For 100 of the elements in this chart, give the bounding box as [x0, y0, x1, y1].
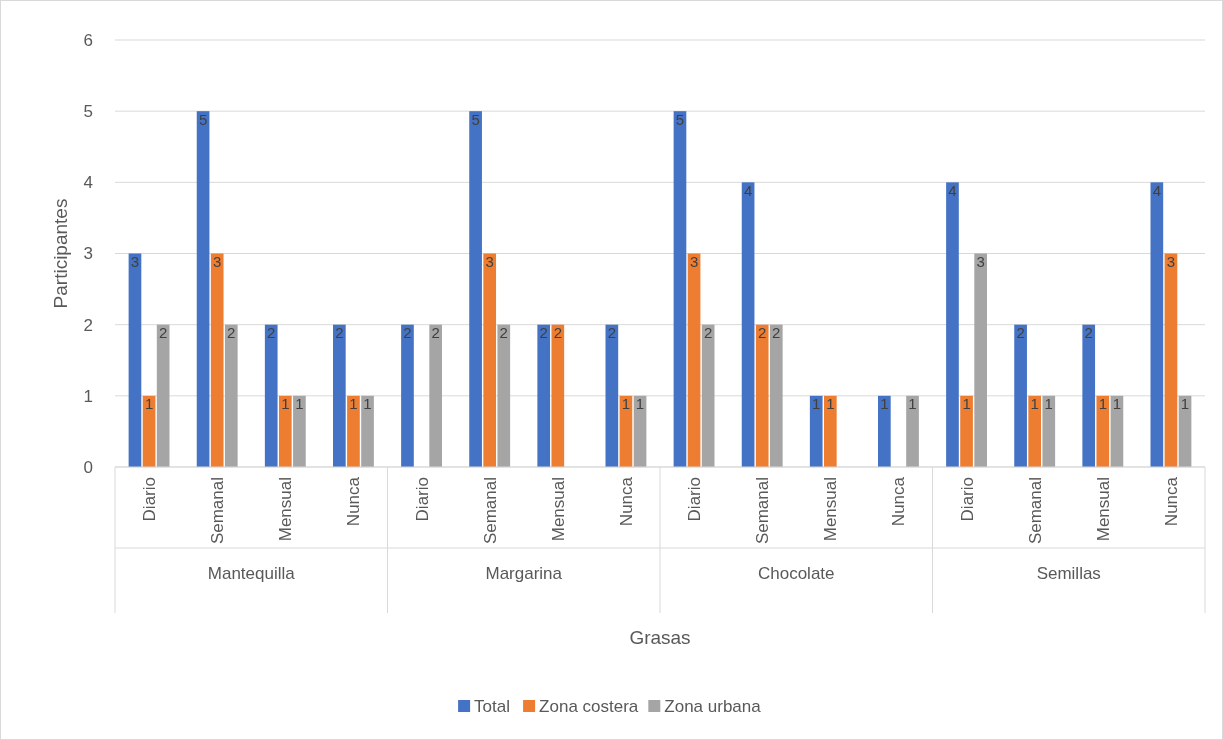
bar — [769, 324, 783, 467]
bar — [483, 253, 497, 467]
bar — [673, 111, 687, 467]
bar — [1014, 324, 1027, 467]
bar — [1150, 182, 1164, 467]
bar — [333, 324, 346, 467]
y-axis-title: Participantes — [49, 198, 71, 309]
bar — [1110, 395, 1124, 467]
data-label: 5 — [198, 110, 208, 128]
bar — [1042, 395, 1056, 467]
bar — [128, 253, 142, 467]
bar — [361, 395, 374, 467]
x-tick-label: Semanal — [753, 477, 773, 545]
data-label: 2 — [1016, 324, 1025, 342]
legend-label: Zona costera — [539, 696, 639, 716]
x-tick-label: Mensual — [1093, 477, 1113, 542]
bar — [741, 182, 755, 467]
data-label: 2 — [267, 324, 276, 342]
bar — [401, 324, 414, 467]
bar — [809, 395, 823, 467]
data-label: 1 — [1112, 395, 1122, 413]
data-label: 1 — [635, 395, 645, 413]
x-tick-label: Diario — [957, 477, 977, 522]
data-label: 2 — [539, 324, 548, 342]
bar — [156, 324, 170, 467]
data-label: 3 — [213, 253, 222, 271]
data-label: 3 — [689, 253, 699, 271]
bar — [293, 395, 306, 467]
data-label: 5 — [675, 110, 685, 128]
data-label: 2 — [553, 324, 562, 342]
bar — [196, 111, 210, 467]
data-label: 3 — [976, 253, 985, 271]
bar — [347, 395, 360, 467]
data-label: 4 — [743, 181, 753, 199]
data-label: 2 — [431, 324, 440, 342]
x-tick-label: Mensual — [276, 477, 296, 542]
y-tick-label: 5 — [83, 102, 93, 122]
bar — [1028, 395, 1042, 467]
bar — [878, 395, 891, 467]
legend-label: Total — [474, 696, 511, 716]
bar — [429, 324, 442, 467]
data-label: 1 — [962, 395, 971, 413]
x-tick-label: Nunca — [616, 476, 636, 527]
bar — [605, 324, 619, 467]
bar — [497, 324, 511, 467]
bar — [264, 324, 278, 467]
data-label: 2 — [335, 324, 344, 342]
bar — [1164, 253, 1178, 467]
bar — [1178, 395, 1192, 467]
x-tick-label: Semanal — [480, 477, 500, 545]
data-label: 2 — [499, 324, 508, 342]
x-tick-label: Semanal — [208, 477, 228, 545]
text: Mantequilla — [207, 563, 296, 583]
x-tick-label: Nunca — [344, 476, 364, 527]
y-tick-label: 6 — [83, 30, 93, 50]
y-tick-label: 4 — [83, 173, 93, 193]
x-tick-label: Mensual — [548, 477, 568, 542]
data-label: 3 — [485, 253, 494, 271]
data-label: 4 — [948, 181, 957, 199]
data-label: 2 — [158, 324, 168, 342]
bar — [469, 111, 482, 467]
bar — [960, 395, 973, 467]
data-label: 1 — [908, 395, 917, 413]
x-tick-label: Diario — [140, 477, 160, 522]
bar — [619, 395, 633, 467]
data-label: 2 — [703, 324, 713, 342]
data-label: 1 — [826, 395, 835, 413]
x-tick-label: Nunca — [889, 476, 909, 527]
text: Margarina — [485, 563, 563, 583]
x-axis-title: Grasas — [629, 626, 691, 648]
bar — [551, 324, 565, 467]
bar — [974, 253, 987, 467]
bar — [278, 395, 292, 467]
data-label: 1 — [349, 395, 358, 413]
x-tick-label: Mensual — [821, 477, 841, 542]
text: Semillas — [1036, 563, 1101, 583]
bar — [946, 182, 959, 467]
data-label: 3 — [1166, 253, 1176, 271]
data-label: 4 — [1152, 181, 1162, 199]
x-tick-label: Diario — [412, 477, 432, 522]
bar — [906, 395, 919, 467]
bar — [633, 395, 647, 467]
data-label: 1 — [281, 395, 290, 413]
data-label: 2 — [403, 324, 412, 342]
y-tick-label: 1 — [83, 386, 93, 406]
text: Chocolate — [757, 563, 835, 583]
x-tick-label: Nunca — [1161, 476, 1181, 527]
data-label: 1 — [621, 395, 631, 413]
x-tick-label: Diario — [685, 477, 705, 522]
bar — [210, 253, 224, 467]
x-tick-label: Semanal — [1025, 477, 1045, 545]
bar — [537, 324, 551, 467]
legend-label: Zona urbana — [664, 696, 762, 716]
data-label: 5 — [471, 110, 480, 128]
bar — [687, 253, 701, 467]
y-tick-label: 3 — [83, 244, 93, 264]
data-label: 1 — [812, 395, 821, 413]
data-label: 1 — [1098, 395, 1107, 413]
data-label: 3 — [130, 253, 140, 271]
data-label: 2 — [607, 324, 617, 342]
